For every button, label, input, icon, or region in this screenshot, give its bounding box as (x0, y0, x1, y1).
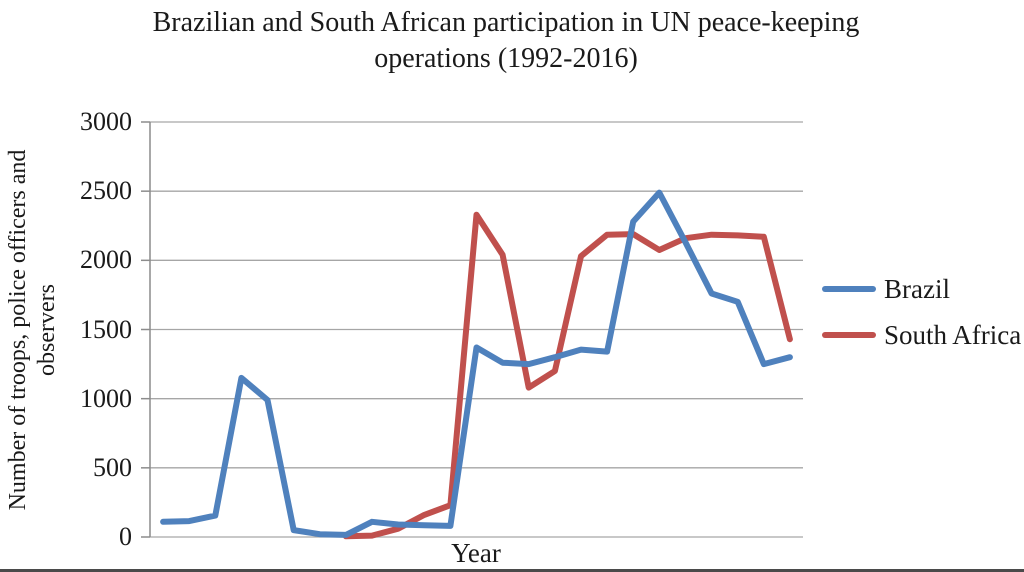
y-tick-label-1000: 1000 (80, 383, 132, 413)
y-tick-label-2000: 2000 (80, 245, 132, 275)
chart-title-line-2: operations (1992-2016) (374, 43, 638, 74)
y-tick-label-500: 500 (93, 452, 132, 482)
y-tick-label-0: 0 (119, 522, 132, 551)
chart-title-line-1: Brazilian and South African participatio… (152, 7, 860, 38)
legend-line-swatch-brazil (822, 286, 876, 292)
legend-label-south-africa: South Africa (884, 320, 1022, 350)
x-axis-label: Year (451, 538, 501, 568)
series-line-south-africa (342, 211, 793, 540)
figure-bottom-border (0, 569, 1024, 572)
y-tick-label-2500: 2500 (80, 176, 132, 206)
series-line-brazil (160, 189, 793, 538)
legend-label-brazil: Brazil (884, 274, 950, 304)
chart-title: Brazilian and South African participatio… (60, 5, 952, 77)
y-tick-label-1500: 1500 (80, 314, 132, 344)
legend-line-swatch-south-africa (822, 332, 876, 338)
y-tick-label-3000: 3000 (80, 107, 132, 136)
